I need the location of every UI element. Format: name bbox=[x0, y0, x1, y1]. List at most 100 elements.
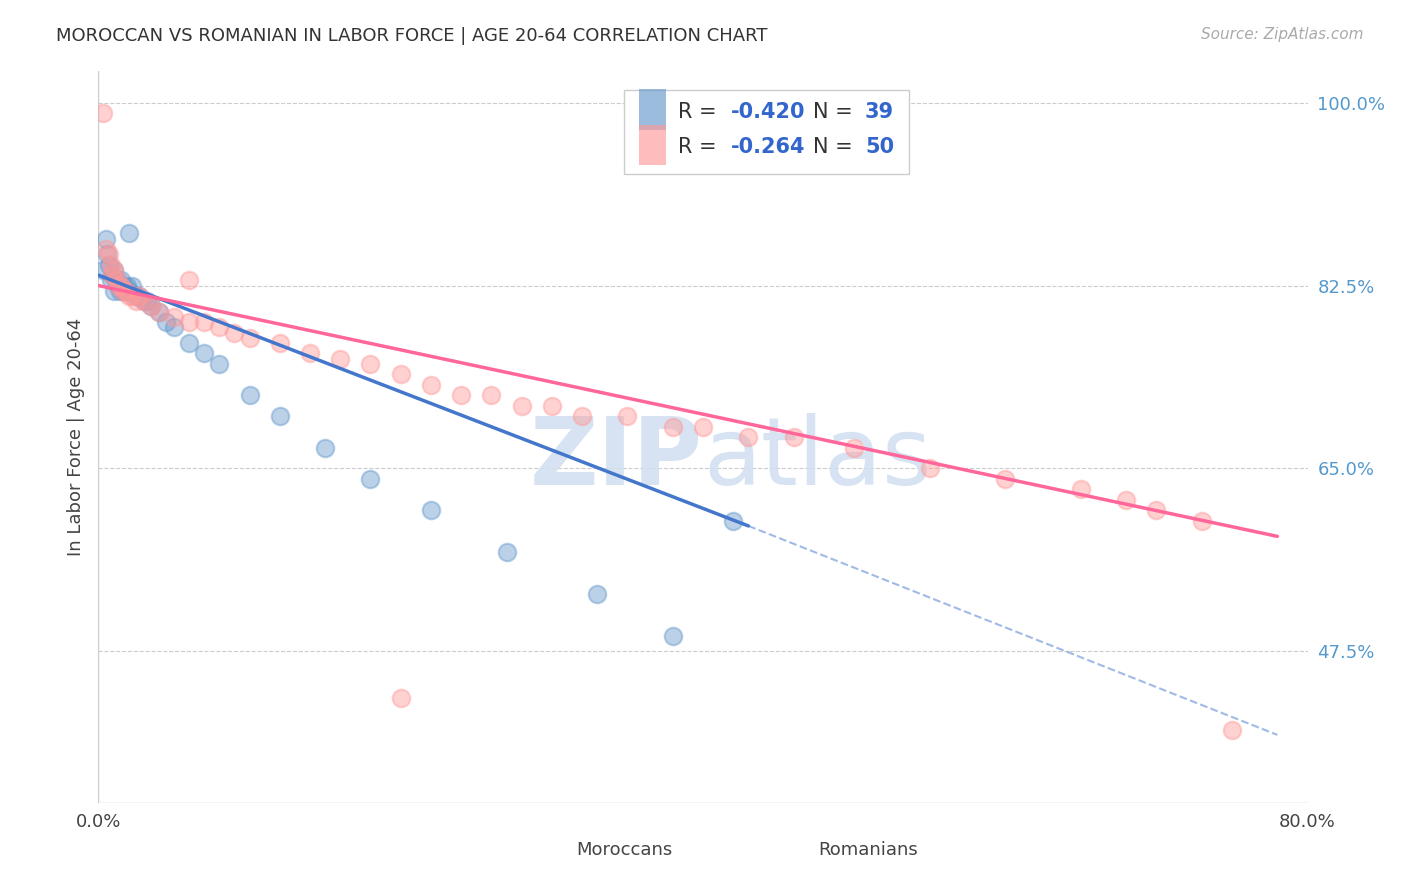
Point bbox=[239, 388, 262, 402]
Point bbox=[111, 284, 134, 298]
Point bbox=[269, 336, 291, 351]
Point bbox=[360, 357, 382, 371]
Text: -0.264: -0.264 bbox=[731, 136, 806, 157]
Point bbox=[163, 320, 186, 334]
Point bbox=[103, 263, 125, 277]
Point bbox=[98, 258, 121, 272]
Point bbox=[329, 351, 352, 366]
Point bbox=[125, 289, 148, 303]
Point bbox=[723, 514, 745, 528]
Point bbox=[94, 231, 117, 245]
Text: atlas: atlas bbox=[703, 413, 931, 505]
Point bbox=[692, 419, 714, 434]
Point bbox=[1191, 514, 1213, 528]
Point bbox=[148, 304, 170, 318]
Point bbox=[110, 273, 132, 287]
Point bbox=[103, 284, 125, 298]
Text: Romanians: Romanians bbox=[818, 841, 918, 859]
Point bbox=[118, 227, 141, 241]
Point bbox=[208, 320, 231, 334]
Point bbox=[132, 294, 155, 309]
Point bbox=[115, 278, 138, 293]
Point bbox=[110, 278, 132, 293]
Point bbox=[783, 430, 806, 444]
Point bbox=[128, 289, 150, 303]
Point bbox=[994, 472, 1017, 486]
Point bbox=[107, 278, 129, 293]
Point bbox=[108, 284, 131, 298]
Point bbox=[100, 273, 122, 287]
Point bbox=[111, 284, 134, 298]
Point bbox=[450, 388, 472, 402]
Point bbox=[103, 263, 125, 277]
Point bbox=[105, 273, 128, 287]
Point bbox=[299, 346, 322, 360]
Point bbox=[125, 294, 148, 309]
Text: 50: 50 bbox=[865, 136, 894, 157]
Point bbox=[208, 357, 231, 371]
Text: Moroccans: Moroccans bbox=[576, 841, 672, 859]
Point bbox=[389, 368, 412, 382]
Point bbox=[269, 409, 291, 424]
Text: Source: ZipAtlas.com: Source: ZipAtlas.com bbox=[1201, 27, 1364, 42]
Point bbox=[661, 419, 683, 434]
Point bbox=[389, 691, 412, 706]
Point bbox=[148, 304, 170, 318]
Point bbox=[1144, 503, 1167, 517]
Point bbox=[98, 247, 121, 261]
Point bbox=[179, 315, 201, 329]
Point bbox=[844, 441, 866, 455]
Point bbox=[495, 545, 517, 559]
Text: N =: N = bbox=[813, 136, 859, 157]
Point bbox=[420, 377, 443, 392]
Text: R =: R = bbox=[678, 102, 723, 121]
Point bbox=[118, 284, 141, 298]
Point bbox=[224, 326, 246, 340]
Point bbox=[1220, 723, 1243, 737]
Point bbox=[121, 278, 143, 293]
Point bbox=[737, 430, 759, 444]
Point bbox=[105, 273, 128, 287]
Point bbox=[118, 289, 141, 303]
Point bbox=[114, 284, 136, 298]
Point bbox=[481, 388, 503, 402]
Point bbox=[121, 289, 143, 303]
Point bbox=[510, 399, 533, 413]
Point bbox=[135, 294, 157, 309]
Point bbox=[101, 268, 124, 282]
Point bbox=[179, 336, 201, 351]
Text: ZIP: ZIP bbox=[530, 413, 703, 505]
Point bbox=[918, 461, 941, 475]
Point bbox=[1115, 492, 1137, 507]
Point bbox=[96, 247, 118, 261]
Text: -0.420: -0.420 bbox=[731, 102, 806, 121]
Point bbox=[571, 409, 593, 424]
Point bbox=[179, 273, 201, 287]
Text: R =: R = bbox=[678, 136, 723, 157]
Point bbox=[163, 310, 186, 324]
Point bbox=[128, 289, 150, 303]
Point bbox=[193, 315, 215, 329]
Point bbox=[155, 315, 177, 329]
FancyBboxPatch shape bbox=[638, 125, 665, 165]
Point bbox=[661, 629, 683, 643]
Text: MOROCCAN VS ROMANIAN IN LABOR FORCE | AGE 20-64 CORRELATION CHART: MOROCCAN VS ROMANIAN IN LABOR FORCE | AG… bbox=[56, 27, 768, 45]
Point bbox=[420, 503, 443, 517]
Point bbox=[101, 268, 124, 282]
Point bbox=[94, 242, 117, 256]
Point bbox=[616, 409, 638, 424]
Point bbox=[239, 331, 262, 345]
Y-axis label: In Labor Force | Age 20-64: In Labor Force | Age 20-64 bbox=[66, 318, 84, 557]
Point bbox=[1070, 483, 1092, 497]
FancyBboxPatch shape bbox=[624, 90, 908, 174]
Point bbox=[540, 399, 562, 413]
Point bbox=[193, 346, 215, 360]
Text: N =: N = bbox=[813, 102, 859, 121]
FancyBboxPatch shape bbox=[638, 89, 665, 129]
Point bbox=[91, 106, 114, 120]
Point bbox=[112, 278, 135, 293]
Point bbox=[91, 263, 114, 277]
Point bbox=[141, 300, 163, 314]
Point bbox=[132, 294, 155, 309]
Point bbox=[100, 258, 122, 272]
